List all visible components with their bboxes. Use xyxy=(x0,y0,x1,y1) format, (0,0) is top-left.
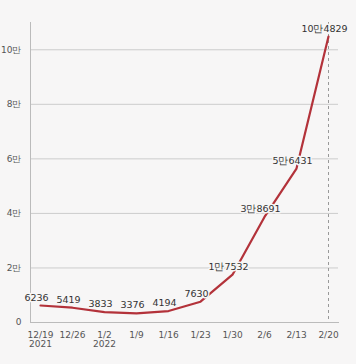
svg-text:2/20: 2/20 xyxy=(318,330,338,340)
svg-text:3만8691: 3만8691 xyxy=(240,203,280,214)
svg-text:1만7532: 1만7532 xyxy=(208,261,248,272)
svg-text:1/22022: 1/22022 xyxy=(93,330,116,349)
svg-text:2/13: 2/13 xyxy=(286,330,306,340)
svg-text:12/26: 12/26 xyxy=(60,330,86,340)
svg-text:6236: 6236 xyxy=(24,292,48,303)
svg-text:3376: 3376 xyxy=(120,299,144,310)
svg-text:1/9: 1/9 xyxy=(129,330,144,340)
svg-text:1/23: 1/23 xyxy=(190,330,210,340)
svg-text:2/6: 2/6 xyxy=(257,330,272,340)
svg-text:5만6431: 5만6431 xyxy=(272,155,312,166)
svg-text:5419: 5419 xyxy=(56,294,80,305)
svg-text:10만4829: 10만4829 xyxy=(301,23,347,34)
svg-text:3833: 3833 xyxy=(88,298,112,309)
svg-text:7630: 7630 xyxy=(184,288,208,299)
svg-text:1/16: 1/16 xyxy=(158,330,178,340)
svg-text:10만: 10만 xyxy=(1,45,21,55)
svg-text:4194: 4194 xyxy=(152,297,176,308)
svg-text:6만: 6만 xyxy=(7,154,22,164)
svg-text:8만: 8만 xyxy=(7,99,22,109)
svg-text:2만: 2만 xyxy=(7,263,22,273)
svg-text:0: 0 xyxy=(16,317,22,327)
svg-text:4만: 4만 xyxy=(7,208,22,218)
svg-text:1/30: 1/30 xyxy=(222,330,242,340)
svg-text:12/192021: 12/192021 xyxy=(28,330,54,349)
